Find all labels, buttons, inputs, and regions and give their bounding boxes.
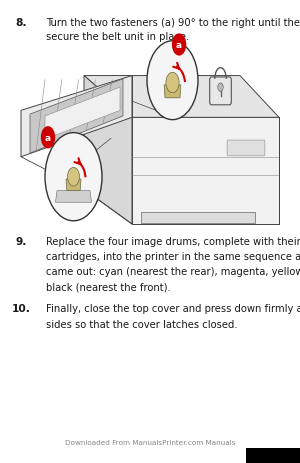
Circle shape: [172, 34, 186, 56]
Polygon shape: [30, 80, 123, 154]
Circle shape: [41, 127, 55, 149]
Polygon shape: [84, 76, 132, 225]
Text: secure the belt unit in place.: secure the belt unit in place.: [46, 32, 190, 43]
Circle shape: [147, 42, 198, 120]
Text: black (nearest the front).: black (nearest the front).: [46, 282, 171, 292]
Text: a: a: [176, 41, 182, 50]
Text: a: a: [45, 133, 51, 143]
Text: Turn the two fasteners (a) 90° to the right until they lock. This will: Turn the two fasteners (a) 90° to the ri…: [46, 18, 300, 28]
Circle shape: [45, 133, 102, 221]
Polygon shape: [56, 191, 92, 203]
Text: 9.: 9.: [15, 236, 26, 246]
Text: Finally, close the top cover and press down firmly at both: Finally, close the top cover and press d…: [46, 304, 300, 314]
Circle shape: [68, 168, 80, 187]
FancyBboxPatch shape: [210, 78, 231, 106]
Polygon shape: [164, 86, 181, 99]
Text: cartridges, into the printer in the same sequence as they: cartridges, into the printer in the same…: [46, 251, 300, 262]
Polygon shape: [66, 180, 81, 191]
Bar: [246, 448, 300, 463]
Polygon shape: [21, 76, 132, 157]
FancyBboxPatch shape: [227, 141, 265, 156]
Text: 8.: 8.: [15, 18, 26, 28]
Text: Replace the four image drums, complete with their toner: Replace the four image drums, complete w…: [46, 236, 300, 246]
Polygon shape: [84, 76, 279, 118]
Bar: [141, 213, 255, 223]
Circle shape: [166, 73, 179, 94]
Text: sides so that the cover latches closed.: sides so that the cover latches closed.: [46, 319, 238, 329]
Text: came out: cyan (nearest the rear), magenta, yellow and: came out: cyan (nearest the rear), magen…: [46, 267, 300, 277]
Polygon shape: [132, 118, 279, 225]
Text: Downloaded From ManualsPrinter.com Manuals: Downloaded From ManualsPrinter.com Manua…: [65, 439, 235, 445]
Circle shape: [218, 84, 223, 92]
Polygon shape: [45, 88, 120, 140]
Text: 10.: 10.: [12, 304, 31, 314]
